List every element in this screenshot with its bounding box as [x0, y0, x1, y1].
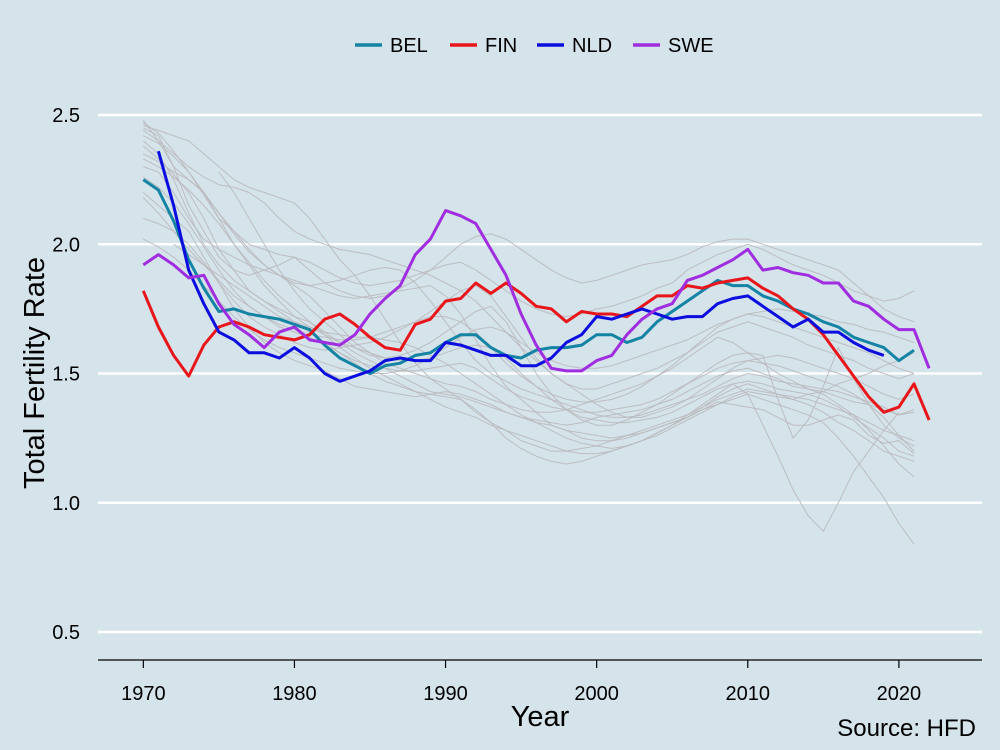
background-country-line [173, 243, 900, 533]
series-line-nld [156, 150, 885, 383]
x-tick-label: 2020 [877, 683, 922, 705]
background-country-lines [142, 119, 915, 545]
x-axis-title: Year [511, 701, 570, 733]
y-tick-label: 1.0 [52, 493, 80, 515]
x-tick-label: 1990 [423, 683, 468, 705]
y-axis-title: Total Fertility Rate [19, 257, 51, 489]
background-country-line [142, 197, 915, 403]
legend: BEL FIN NLD SWE [355, 35, 714, 57]
background-country-line [143, 127, 915, 318]
background-country-line [142, 192, 915, 442]
background-country-line [218, 171, 915, 447]
y-tick-label: 0.5 [52, 622, 80, 644]
background-country-line [142, 145, 915, 465]
highlighted-series-lines [141, 150, 931, 421]
x-tick-label: 2000 [574, 683, 619, 705]
background-country-line [143, 122, 915, 545]
x-tick-label: 1970 [121, 683, 166, 705]
legend-label-nld: NLD [572, 35, 612, 57]
background-country-line [143, 238, 915, 374]
legend-label-swe: SWE [668, 35, 714, 57]
legend-label-fin: FIN [485, 35, 517, 57]
y-tick-label: 2.0 [52, 234, 80, 256]
x-tick-label: 1980 [272, 683, 317, 705]
background-country-line [142, 119, 915, 323]
background-country-line [143, 166, 915, 442]
legend-label-bel: BEL [390, 35, 428, 57]
y-tick-label: 1.5 [52, 364, 80, 386]
background-country-line [143, 124, 915, 454]
series-line-bel [142, 178, 915, 375]
x-tick-label: 2010 [726, 683, 771, 705]
y-axis-ticks: 0.5 1.0 1.5 2.0 2.5 [52, 105, 80, 644]
background-country-line [143, 176, 915, 452]
y-tick-label: 2.5 [52, 105, 80, 127]
background-country-line [143, 135, 915, 478]
source-caption: Source: HFD [837, 715, 976, 742]
background-country-line [143, 158, 915, 457]
x-axis-ticks: 1970 1980 1990 2000 2010 2020 [121, 660, 921, 705]
series-line-swe [142, 209, 931, 373]
